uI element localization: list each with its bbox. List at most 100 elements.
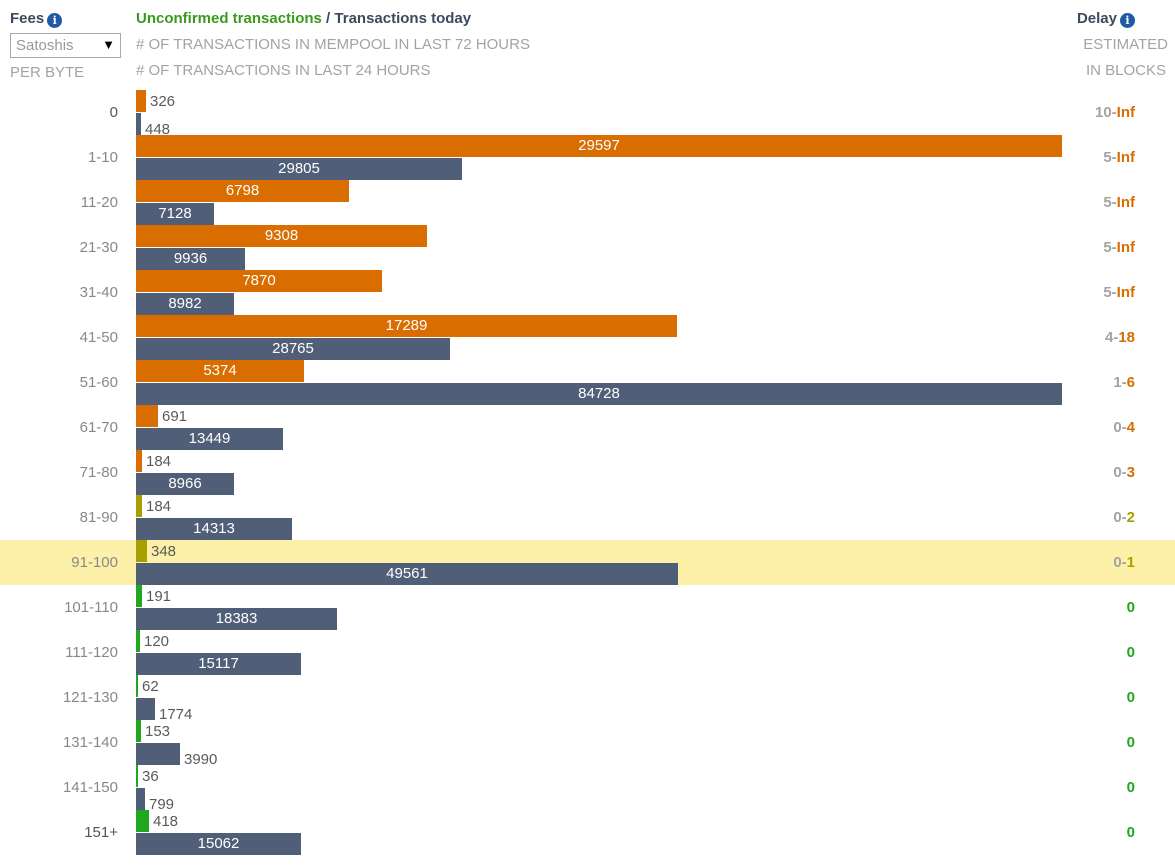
delay-value: 5-Inf: [1103, 149, 1135, 166]
chart-row[interactable]: 0 326 448 10-Inf: [0, 90, 1175, 138]
delay-max: Inf: [1116, 284, 1135, 301]
delay-min: 0: [1113, 554, 1122, 571]
today-bar: [136, 788, 145, 810]
unconfirmed-bar-label: 62: [142, 678, 159, 695]
chart-row[interactable]: 71-80 184 8966 0-3: [0, 450, 1175, 495]
delay-min: 0: [1126, 689, 1135, 706]
delay-sep: -: [1111, 194, 1117, 211]
today-bar: [136, 428, 283, 450]
today-bar: [136, 563, 678, 585]
delay-max: 4: [1126, 419, 1135, 436]
today-bar-label: 84728: [578, 385, 620, 402]
today-bar-label: 799: [149, 796, 175, 813]
delay-max: 6: [1126, 374, 1135, 391]
chart-row[interactable]: 21-30 9308 9936 5-Inf: [0, 225, 1175, 270]
today-bar: [136, 383, 1062, 405]
unconfirmed-bar: [136, 135, 1062, 157]
unconfirmed-bar-label: 191: [146, 588, 172, 605]
delay-min: 5: [1103, 149, 1112, 166]
unconfirmed-bar: [136, 585, 142, 607]
fee-range-label: 21-30: [79, 239, 118, 256]
chart-row[interactable]: 81-90 184 14313 0-2: [0, 495, 1175, 540]
delay-min: 0: [1126, 779, 1135, 796]
delay-min: 1: [1113, 374, 1122, 391]
info-icon[interactable]: i: [1120, 13, 1135, 28]
chart-row[interactable]: 121-130 62 1774 0: [0, 675, 1175, 723]
fee-range-label: 1-10: [87, 149, 118, 166]
dropdown-arrow-icon: ▼: [102, 37, 115, 52]
chart-row[interactable]: 1-10 29597 29805 5-Inf: [0, 135, 1175, 180]
delay-max: 3: [1126, 464, 1135, 481]
unconfirmed-bar: [136, 810, 149, 832]
per-byte-label: PER BYTE: [10, 64, 85, 81]
delay-header: Delay i: [1077, 10, 1135, 28]
delay-min: 0: [1113, 419, 1122, 436]
today-bar-label: 9936: [173, 250, 208, 267]
unconfirmed-bar: [136, 360, 304, 382]
unconfirmed-bar: [136, 315, 677, 337]
chart-row[interactable]: 101-110 191 18383 0: [0, 585, 1175, 630]
unconfirmed-bar-label: 5374: [203, 362, 237, 379]
unconfirmed-bar-label: 29597: [578, 137, 620, 154]
today-bar: [136, 608, 337, 630]
delay-value: 10-Inf: [1095, 104, 1135, 121]
chart-row[interactable]: 11-20 6798 7128 5-Inf: [0, 180, 1175, 225]
chart-row[interactable]: 141-150 36 799 0: [0, 765, 1175, 813]
unit-select[interactable]: Satoshis ▼: [10, 33, 121, 58]
today-bar-label: 448: [145, 121, 171, 138]
unit-select-value: Satoshis: [16, 37, 74, 54]
delay-value: 0: [1127, 734, 1135, 751]
delay-max: 1: [1126, 554, 1135, 571]
unconfirmed-bar: [136, 540, 147, 562]
delay-value: 1-6: [1113, 374, 1135, 391]
unconfirmed-bar: [136, 225, 427, 247]
fee-range-label: 141-150: [62, 779, 118, 796]
chart-row[interactable]: 91-100 348 49561 0-1: [0, 540, 1175, 585]
delay-min: 4: [1104, 329, 1114, 346]
today-bar-label: 8982: [168, 295, 202, 312]
today-bar: [136, 293, 234, 315]
fee-range-label: 31-40: [79, 284, 118, 301]
chart-row[interactable]: 151+ 418 15062 0: [0, 810, 1175, 855]
chart-row[interactable]: 41-50 17289 28765 4-18: [0, 315, 1175, 360]
title-unconfirmed: Unconfirmed transactions: [136, 10, 322, 27]
fee-range-label: 81-90: [79, 509, 118, 526]
unconfirmed-bar: [136, 675, 138, 697]
unconfirmed-bar-label: 184: [146, 498, 172, 515]
delay-sub-blocks: IN BLOCKS: [1085, 62, 1166, 79]
delay-sep: -: [1111, 239, 1117, 256]
unconfirmed-bar: [136, 450, 142, 472]
chart-row[interactable]: 111-120 120 15117 0: [0, 630, 1175, 675]
fee-range-label: 131-140: [62, 734, 118, 751]
delay-value: 0-4: [1113, 419, 1135, 436]
fee-range-label: 61-70: [79, 419, 118, 436]
unconfirmed-bar-label: 9308: [264, 227, 299, 244]
today-bar: [136, 833, 301, 855]
fee-range-label: 101-110: [64, 599, 118, 616]
today-bar: [136, 158, 462, 180]
today-bar: [136, 113, 141, 135]
delay-sep: -: [1113, 329, 1119, 346]
today-bar: [136, 518, 292, 540]
info-icon[interactable]: i: [47, 13, 63, 28]
title-separator: /: [321, 10, 335, 27]
today-bar-label: 7128: [158, 205, 192, 222]
chart-row[interactable]: 31-40 7870 8982 5-Inf: [0, 270, 1175, 315]
chart-row[interactable]: 51-60 5374 84728 1-6: [0, 360, 1175, 405]
delay-value: 4-18: [1105, 329, 1135, 346]
delay-sub-estimated: ESTIMATED: [1083, 36, 1168, 53]
fee-range-label: 11-20: [80, 194, 118, 211]
today-bar-label: 13449: [188, 430, 231, 447]
chart-row[interactable]: 61-70 691 13449 0-4: [0, 405, 1175, 450]
delay-min: 0: [1126, 644, 1135, 661]
unconfirmed-bar-label: 6798: [225, 182, 260, 199]
today-bar-label: 49561: [386, 565, 428, 582]
chart-row[interactable]: 131-140 153 3990 0: [0, 720, 1175, 768]
delay-min: 0: [1126, 599, 1135, 616]
fee-range-label: 91-100: [71, 554, 118, 571]
unconfirmed-bar: [136, 405, 158, 427]
unconfirmed-bar-label: 691: [162, 408, 188, 425]
unconfirmed-bar: [136, 495, 142, 517]
delay-sep: -: [1121, 464, 1127, 481]
delay-max: 18: [1118, 329, 1135, 346]
